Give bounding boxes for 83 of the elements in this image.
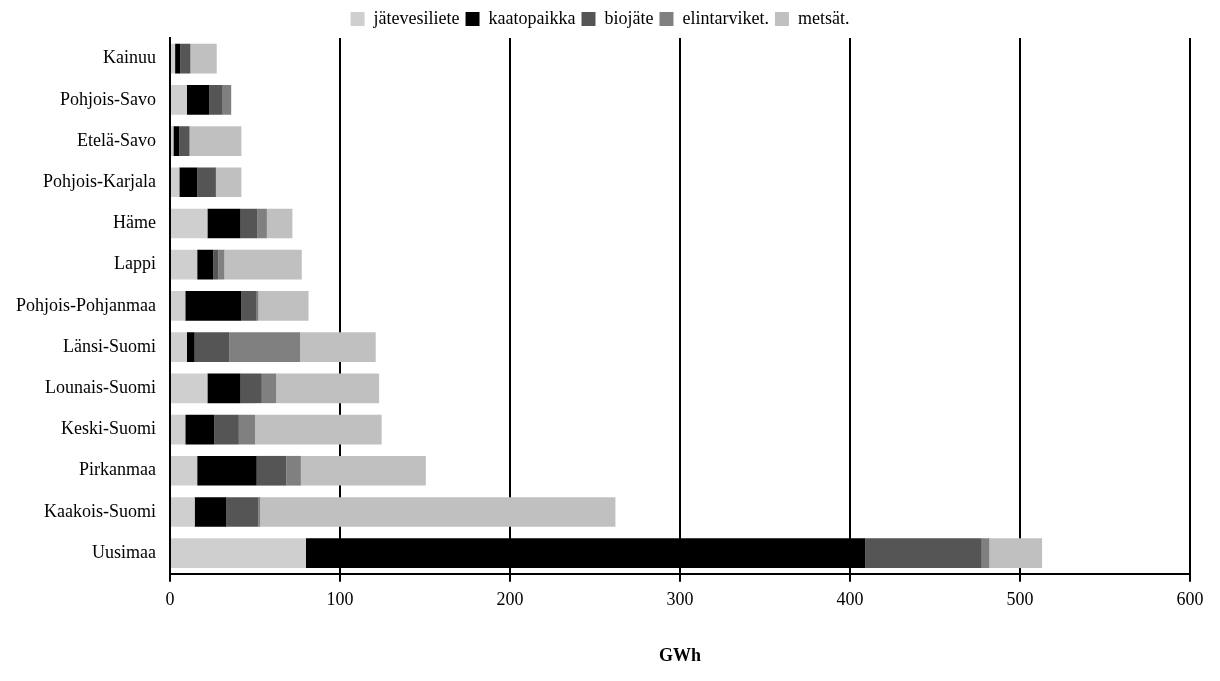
legend-label: jätevesiliete — [372, 7, 460, 28]
bar — [170, 43, 176, 74]
bar — [213, 249, 219, 280]
bar — [266, 208, 293, 239]
bar — [170, 538, 306, 569]
bar — [207, 373, 241, 404]
y-tick-label: Häme — [113, 212, 156, 233]
bar — [989, 538, 1043, 569]
bar — [170, 208, 208, 239]
x-tick-label: 600 — [1176, 589, 1204, 610]
bar — [180, 43, 191, 74]
y-tick-label: Pirkanmaa — [79, 459, 156, 480]
y-tick-label: Kainuu — [102, 47, 156, 68]
y-tick-label: Pohjois-Karjala — [43, 170, 156, 191]
legend-label: biojäte — [604, 7, 654, 28]
bar — [197, 455, 257, 486]
bar — [170, 455, 198, 486]
bar — [185, 414, 215, 445]
bar — [257, 208, 267, 239]
bar — [865, 538, 982, 569]
bar — [173, 126, 180, 156]
bar — [215, 167, 242, 198]
bar — [276, 373, 380, 404]
bar — [240, 373, 262, 404]
bar — [197, 249, 214, 280]
y-tick-label: Pohjois-Pohjanmaa — [15, 294, 156, 315]
bar — [170, 332, 187, 362]
bar — [207, 208, 241, 239]
bar — [254, 414, 382, 445]
bar — [170, 414, 186, 445]
bar — [170, 291, 186, 321]
legend-label: elintarviket. — [682, 7, 769, 28]
legend-label: kaatopaikka — [488, 7, 576, 28]
y-tick-label: Länsi-Suomi — [62, 335, 156, 356]
bar — [179, 126, 190, 156]
bar — [175, 43, 181, 74]
y-tick-label: Uusimaa — [92, 541, 156, 562]
x-tick-label: 100 — [326, 589, 354, 610]
bar — [209, 84, 223, 115]
y-tick-label: Lounais-Suomi — [44, 377, 156, 398]
bar — [190, 43, 217, 74]
y-tick-label: Lappi — [113, 253, 156, 274]
y-tick-label: Kaakois-Suomi — [43, 500, 156, 521]
bar — [300, 455, 426, 486]
bar — [197, 167, 216, 198]
bar — [258, 291, 309, 321]
bar — [260, 497, 616, 527]
bar — [226, 497, 259, 527]
x-axis-title: GWh — [658, 644, 701, 665]
x-tick-label: 500 — [1006, 589, 1034, 610]
bar — [179, 167, 198, 198]
bar — [224, 249, 302, 280]
bar — [214, 414, 239, 445]
bar — [194, 332, 230, 362]
bar — [222, 84, 232, 115]
bar — [186, 332, 195, 362]
bar — [261, 373, 277, 404]
x-tick-label: 200 — [496, 589, 524, 610]
bar — [240, 208, 258, 239]
bar — [300, 332, 376, 362]
bar — [170, 373, 208, 404]
bar — [218, 249, 225, 280]
x-tick-label: 0 — [165, 589, 175, 610]
bar — [286, 455, 301, 486]
bar — [256, 455, 287, 486]
x-tick-label: 400 — [836, 589, 864, 610]
bar — [170, 167, 180, 198]
x-tick-label: 300 — [666, 589, 694, 610]
bar — [170, 249, 198, 280]
bar — [981, 538, 990, 569]
y-tick-label: Etelä-Savo — [77, 129, 156, 150]
bar — [229, 332, 301, 362]
y-tick-label: Pohjois-Savo — [59, 88, 156, 109]
bar — [189, 126, 242, 156]
bar — [186, 84, 210, 115]
bar — [241, 291, 257, 321]
bar — [170, 497, 195, 527]
bar — [238, 414, 255, 445]
bar — [170, 84, 187, 115]
bar — [185, 291, 242, 321]
legend-label: metsät. — [797, 7, 850, 28]
y-tick-label: Keski-Suomi — [60, 418, 156, 439]
bar — [194, 497, 227, 527]
